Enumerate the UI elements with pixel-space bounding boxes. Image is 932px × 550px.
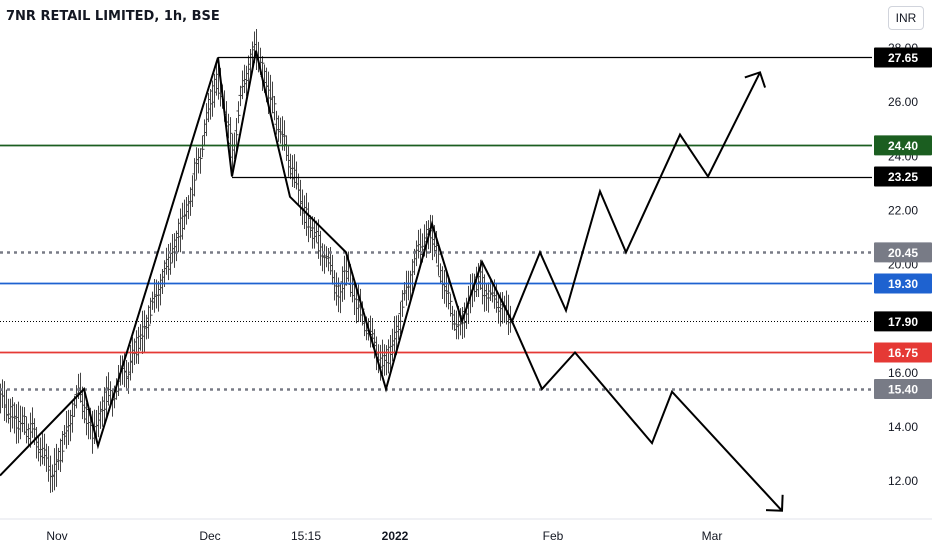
arrowhead-down <box>765 494 784 512</box>
price-tag-16.75 <box>874 342 932 363</box>
price-tag-27.65 <box>874 47 932 68</box>
y-tick-label: 14.00 <box>888 420 918 434</box>
price-tag-text: 15.40 <box>888 382 918 396</box>
price-tag-24.40 <box>874 135 932 156</box>
y-tick-label: 12.00 <box>888 474 918 488</box>
level-lines <box>0 56 872 391</box>
price-tag-19.30 <box>874 273 932 294</box>
x-tick-label: Mar <box>702 529 723 543</box>
candle-series <box>0 29 513 493</box>
projection-path <box>511 71 761 322</box>
x-tick-label: Feb <box>543 529 564 543</box>
price-tag-23.25 <box>874 166 932 187</box>
price-tag-text: 16.75 <box>888 346 918 360</box>
price-tag-17.90 <box>874 311 932 332</box>
projection-path <box>511 320 783 512</box>
price-tag-15.40 <box>874 378 932 399</box>
time-axis: Nov Dec 15:15 2022 Feb Mar <box>46 529 722 543</box>
x-tick-label: Dec <box>199 529 220 543</box>
price-tag-text: 19.30 <box>888 277 918 291</box>
currency-button[interactable]: INR <box>888 6 924 30</box>
y-tick-label: 16.00 <box>888 366 918 380</box>
price-tag-text: 17.90 <box>888 315 918 329</box>
x-tick-label: 2022 <box>382 529 409 543</box>
arrowheads <box>744 71 784 512</box>
price-tag-20.45 <box>874 242 932 263</box>
projection-path <box>0 50 275 477</box>
arrowhead-up <box>744 71 767 88</box>
price-tags: 27.65 24.40 23.25 20.45 19.30 17.90 16.75 15.40 <box>874 47 932 399</box>
price-tag-text: 20.45 <box>888 246 918 260</box>
y-tick-label: 22.00 <box>888 203 918 217</box>
x-tick-label: 15:15 <box>291 529 321 543</box>
price-tag-text: 27.65 <box>888 51 918 65</box>
price-tag-text: 23.25 <box>888 170 918 184</box>
projection-path <box>273 128 513 393</box>
y-tick-label: 26.00 <box>888 95 918 109</box>
projection-drawings <box>0 50 783 512</box>
chart-title: 7NR RETAIL LIMITED, 1h, BSE <box>6 9 220 24</box>
price-tag-text: 24.40 <box>888 139 918 153</box>
x-tick-label: Nov <box>46 529 67 543</box>
